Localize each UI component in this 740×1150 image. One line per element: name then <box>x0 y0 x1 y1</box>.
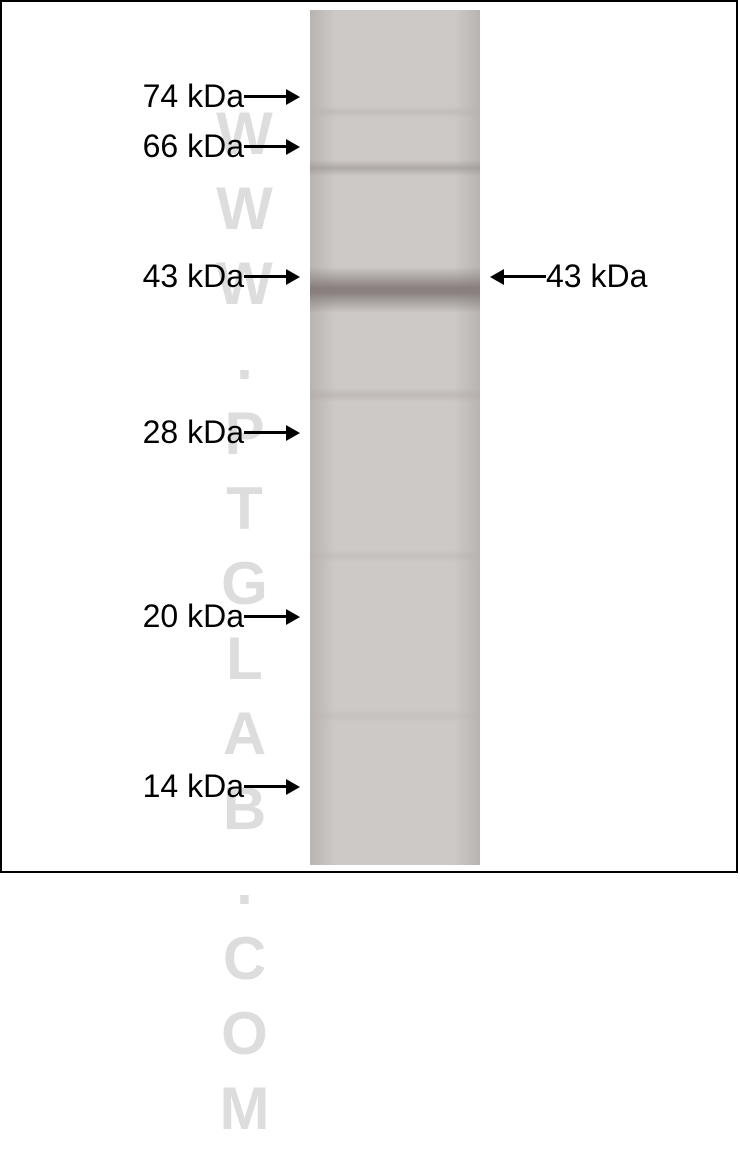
target-band-label: 43 kDa <box>546 258 647 295</box>
ladder-marker-label: 28 kDa <box>143 414 244 451</box>
ladder-marker-left: 43 kDa <box>60 258 300 295</box>
gel-band <box>310 388 480 402</box>
arrow-line <box>244 95 286 98</box>
gel-band <box>310 550 480 562</box>
gel-band <box>310 106 480 118</box>
gel-band <box>310 710 480 722</box>
ladder-marker-left: 74 kDa <box>60 78 300 115</box>
arrow-right-icon <box>286 609 300 625</box>
gel-band <box>310 160 480 176</box>
arrow-line <box>244 145 286 148</box>
gel-band <box>310 267 480 313</box>
ladder-marker-left: 28 kDa <box>60 414 300 451</box>
arrow-right-icon <box>286 89 300 105</box>
target-band-marker-right: 43 kDa <box>490 258 730 295</box>
ladder-marker-left: 14 kDa <box>60 768 300 805</box>
arrow-right-icon <box>286 779 300 795</box>
arrow-line <box>244 275 286 278</box>
ladder-marker-label: 43 kDa <box>143 258 244 295</box>
arrow-line <box>244 785 286 788</box>
arrow-right-icon <box>286 269 300 285</box>
ladder-marker-label: 66 kDa <box>143 128 244 165</box>
ladder-marker-left: 20 kDa <box>60 598 300 635</box>
ladder-marker-label: 14 kDa <box>143 768 244 805</box>
arrow-line <box>504 275 546 278</box>
arrow-left-icon <box>490 269 504 285</box>
arrow-line <box>244 615 286 618</box>
ladder-marker-label: 74 kDa <box>143 78 244 115</box>
ladder-marker-label: 20 kDa <box>143 598 244 635</box>
ladder-marker-left: 66 kDa <box>60 128 300 165</box>
arrow-right-icon <box>286 139 300 155</box>
gel-lane <box>310 10 480 865</box>
arrow-line <box>244 431 286 434</box>
arrow-right-icon <box>286 425 300 441</box>
